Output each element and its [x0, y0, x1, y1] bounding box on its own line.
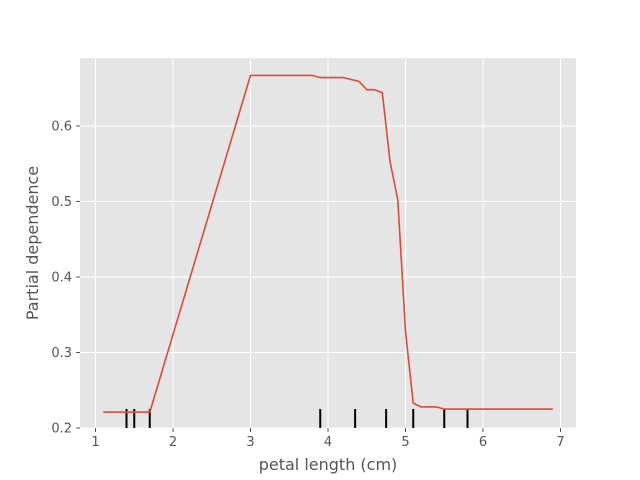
line-series-layer: [103, 74, 553, 413]
x-tick-label: 2: [169, 435, 177, 450]
y-tick-label: 0.2: [51, 422, 72, 437]
y-tick-label: 0.3: [51, 346, 72, 361]
y-axis: 0.2 0.3 0.4 0.5 0.6: [51, 119, 80, 437]
x-axis: 1 2 3 4 5 6 7: [91, 428, 565, 450]
x-tick-label: 7: [556, 435, 564, 450]
y-axis-label: Partial dependence: [23, 166, 42, 320]
x-axis-label: petal length (cm): [259, 455, 398, 474]
partial-dependence-line: [103, 74, 553, 413]
y-tick-label: 0.6: [51, 119, 72, 134]
x-tick-label: 5: [401, 435, 409, 450]
y-tick-label: 0.4: [51, 270, 72, 285]
x-tick-label: 4: [324, 435, 332, 450]
y-tick-label: 0.5: [51, 195, 72, 210]
x-tick-label: 6: [479, 435, 487, 450]
x-tick-label: 1: [91, 435, 99, 450]
x-tick-label: 3: [246, 435, 254, 450]
